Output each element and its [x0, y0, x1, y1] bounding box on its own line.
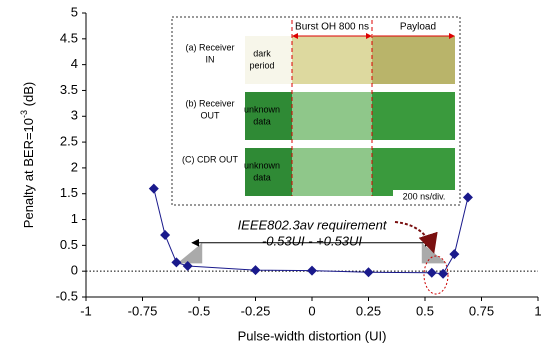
callout-arrow	[395, 222, 433, 250]
y-axis-label: Penalty at BER=10-3 (dB)	[19, 82, 36, 228]
trace-payload	[372, 148, 455, 196]
y-label-unit: (dB)	[21, 82, 36, 110]
inset-header: Burst OH 800 ns	[295, 22, 369, 33]
data-point	[171, 257, 181, 267]
x-tick-label: 0.5	[416, 303, 434, 318]
trace-payload	[372, 36, 455, 84]
y-label-sup: -3	[19, 110, 29, 118]
row-note: dark	[253, 48, 271, 58]
annotation-text: -0.53UI - +0.53UI	[262, 233, 362, 248]
inset-scale: 200 ns/div.	[403, 191, 446, 201]
data-point	[149, 184, 159, 194]
trace-oh	[292, 148, 372, 196]
data-point	[160, 230, 170, 240]
limit-marker	[177, 243, 202, 264]
y-tick-label: 3	[71, 108, 78, 123]
row-note: period	[249, 60, 274, 70]
y-tick-label: 1	[71, 211, 78, 226]
row-label: IN	[206, 54, 215, 64]
trace-oh	[292, 92, 372, 140]
data-point	[251, 265, 261, 275]
data-point	[449, 249, 459, 259]
y-tick-label: 0	[71, 263, 78, 278]
annotation-text: IEEE802.3av requirement	[238, 217, 388, 232]
x-tick-label: -0.5	[188, 303, 210, 318]
row-label: (b) Receiver	[185, 98, 234, 108]
x-axis-label: Pulse-width distortion (UI)	[238, 328, 387, 343]
row-label: OUT	[201, 110, 221, 120]
y-tick-label: 2.5	[60, 134, 78, 149]
data-point	[364, 267, 374, 277]
trace-oh	[292, 36, 372, 84]
chart: Pulse-width distortion (UI) Penalty at B…	[0, 0, 543, 351]
row-note: unknown	[244, 104, 280, 114]
data-point	[463, 192, 473, 202]
inset-header: Payload	[400, 22, 436, 33]
inset: (a) Receiver IN dark period (b) Receiver OUT u…	[172, 17, 460, 205]
y-tick-label: -0.5	[56, 288, 78, 303]
x-tick-label: 0.75	[469, 303, 494, 318]
y-tick-label: 5	[71, 4, 78, 19]
x-tick-label: -0.75	[128, 303, 158, 318]
x-tick-label: -1	[80, 303, 92, 318]
x-tick-label: 1	[534, 303, 541, 318]
row-note: data	[253, 116, 271, 126]
data-point	[427, 268, 437, 278]
y-tick-label: 4.5	[60, 30, 78, 45]
trace-payload	[372, 92, 455, 140]
y-tick-label: 0.5	[60, 237, 78, 252]
row-note: unknown	[244, 160, 280, 170]
row-label: (a) Receiver	[185, 42, 234, 52]
y-label-text: Penalty at BER=10	[21, 118, 36, 228]
data-point	[438, 269, 448, 279]
y-tick-label: 2	[71, 159, 78, 174]
row-note: data	[253, 172, 271, 182]
row-label: (C) CDR OUT	[182, 154, 238, 164]
x-tick-label: -0.25	[241, 303, 271, 318]
x-tick-label: 0	[308, 303, 315, 318]
y-tick-label: 3.5	[60, 82, 78, 97]
limit-marker	[422, 243, 447, 264]
y-tick-label: 4	[71, 56, 78, 71]
y-tick-label: 1.5	[60, 185, 78, 200]
x-tick-label: 0.25	[356, 303, 381, 318]
data-point	[307, 266, 317, 276]
